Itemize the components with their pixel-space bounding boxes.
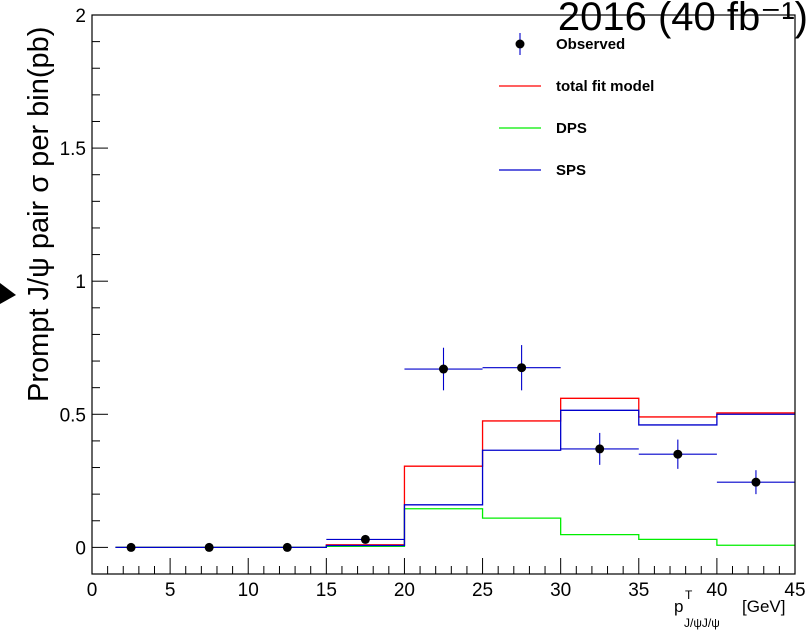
observed-point [751, 477, 761, 487]
x-tick-label: 45 [784, 580, 805, 601]
plot-area [115, 345, 795, 552]
observed-point [439, 364, 448, 374]
legend: Observed total fit model DPS SPS [499, 33, 654, 179]
observed-point [126, 542, 136, 552]
x-tick-label: 15 [316, 580, 337, 601]
plot-frame [91, 14, 796, 575]
series-line-dps [115, 508, 795, 549]
x-tick-label: 20 [394, 580, 415, 601]
y-tick-label: 1.5 [60, 139, 86, 160]
x-tick-label: 5 [165, 580, 176, 601]
legend-label-observed: Observed [556, 36, 625, 53]
x-axis-label-unit: [GeV] [742, 597, 785, 616]
legend-label-total-fit-model: total fit model [556, 78, 654, 95]
observed-point [282, 542, 292, 552]
x-tick-label: 40 [706, 580, 727, 601]
observed-point [517, 363, 527, 373]
x-axis-label: p T J/ψJ/ψ [GeV] [674, 588, 785, 630]
x-axis-label-sub: J/ψJ/ψ [684, 616, 720, 630]
y-tick-label: 0 [75, 538, 86, 559]
x-tick-label: 10 [238, 580, 259, 601]
chart-title: 2016 (40 fb⁻¹) [558, 0, 808, 39]
series-line-sps [115, 409, 795, 549]
observed-point [204, 542, 214, 552]
y-tick-label: 0.5 [60, 405, 86, 426]
observed-point [673, 449, 683, 459]
x-tick-label: 30 [550, 580, 571, 601]
x-tick-label: 25 [472, 580, 493, 601]
x-tick-label: 0 [87, 580, 98, 601]
legend-label-dps: DPS [556, 120, 587, 137]
x-axis-label-sup: T [685, 588, 693, 602]
axes: 0 5 10 15 20 25 30 35 40 45 0 0.5 1 1.5 2 [60, 6, 806, 601]
legend-label-sps: SPS [556, 162, 586, 179]
observed-point [595, 444, 605, 454]
observed-point [360, 534, 370, 544]
x-axis-label-main: p [674, 597, 683, 616]
arrow-head [0, 283, 16, 304]
legend-observed-marker [515, 39, 525, 49]
x-tick-label: 35 [628, 580, 649, 601]
series-line-total-fit-model [115, 397, 795, 549]
y-axis-label: Prompt J/ψ pair σ per bin(pb) [23, 27, 55, 402]
y-tick-label: 1 [75, 272, 86, 293]
y-tick-label: 2 [75, 6, 86, 27]
